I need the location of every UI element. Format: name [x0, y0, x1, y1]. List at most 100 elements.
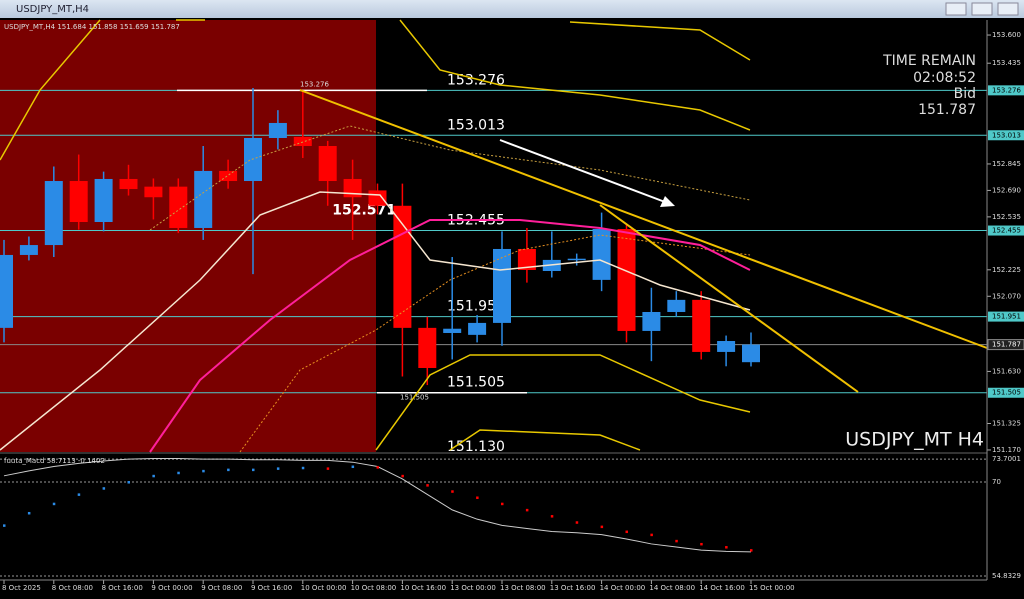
minimize-button[interactable] — [945, 2, 967, 16]
title-bar — [0, 0, 1024, 18]
x-tick-label: 10 Oct 16:00 — [400, 584, 446, 592]
bid-label: Bid — [954, 86, 976, 102]
x-tick-label: 13 Oct 08:00 — [500, 584, 546, 592]
level-label: 151.505 — [447, 375, 505, 391]
osc-dot — [301, 466, 305, 470]
x-tick-label: 14 Oct 08:00 — [649, 584, 695, 592]
chart-header: USDJPY_MT,H4 151.684 151.858 151.659 151… — [4, 23, 180, 31]
osc-dot — [227, 468, 230, 472]
y-tick-label: 153.435 — [992, 59, 1021, 67]
osc-dot — [451, 490, 454, 493]
osc-dot — [750, 549, 753, 552]
candle-body — [194, 170, 213, 228]
level-tag — [988, 130, 1024, 141]
candle-body — [642, 311, 661, 331]
osc-dot — [575, 521, 579, 524]
osc-dot — [127, 481, 130, 484]
osc-dot — [550, 515, 554, 518]
osc-dot — [650, 533, 653, 537]
osc-dot — [376, 466, 379, 469]
x-tick-label: 13 Oct 16:00 — [550, 584, 596, 592]
close-button[interactable] — [997, 2, 1019, 16]
candle-body — [169, 186, 188, 228]
osc-dot — [625, 530, 628, 534]
candle-body — [567, 258, 586, 261]
x-tick-label: 9 Oct 08:00 — [201, 584, 242, 592]
candle-body — [144, 186, 163, 198]
y-tick-label: 152.690 — [992, 186, 1021, 194]
osc-dot — [426, 484, 429, 487]
y-tick-label: 152.225 — [992, 266, 1021, 274]
osc-dot — [52, 502, 56, 506]
x-tick-label: 14 Oct 00:00 — [600, 584, 646, 592]
level-tag — [988, 225, 1024, 236]
candle-body — [219, 170, 238, 182]
osc-dot — [401, 474, 404, 478]
y-tick-label: 151.325 — [992, 419, 1021, 427]
y-tick-label: 152.070 — [992, 292, 1021, 300]
y-tick-label: 152.845 — [992, 160, 1021, 168]
x-tick-label: 15 Oct 00:00 — [749, 584, 795, 592]
y-tick-label: 151.630 — [992, 367, 1021, 375]
candle-body — [717, 341, 736, 352]
x-tick-label: 14 Oct 16:00 — [699, 584, 745, 592]
x-tick-label: 9 Oct 16:00 — [251, 584, 292, 592]
bid-value: 151.787 — [918, 102, 976, 118]
osc-dot — [276, 467, 280, 470]
x-tick-label: 8 Oct 08:00 — [52, 584, 93, 592]
candle-body — [493, 248, 511, 323]
x-tick-label: 10 Oct 00:00 — [301, 584, 347, 592]
maximize-button[interactable] — [971, 2, 993, 16]
candle-body — [667, 299, 686, 312]
candle-body — [69, 181, 88, 222]
candle-body — [468, 322, 487, 335]
level-tag — [988, 311, 1024, 322]
osc-dot — [102, 487, 106, 490]
osc-dot — [476, 496, 479, 499]
y-tick-label: 151.170 — [992, 446, 1021, 454]
level-tag-label: 151.951 — [992, 313, 1021, 321]
time-remain-label: TIME REMAIN — [882, 53, 976, 69]
level-label: 153.276 — [447, 72, 505, 88]
bid-tag — [987, 339, 1024, 351]
level-tag-label: 151.505 — [992, 389, 1021, 397]
candle-body — [19, 245, 38, 255]
y-tick-label: 152.535 — [992, 213, 1021, 221]
indicators — [0, 19, 988, 453]
osc-dot — [252, 468, 255, 472]
candle-body — [592, 228, 611, 280]
candle-body — [44, 181, 63, 246]
candle-body — [0, 254, 13, 328]
osc-dot — [177, 471, 180, 475]
candle-body — [368, 190, 387, 206]
candle-body — [692, 299, 711, 352]
candle-body — [119, 178, 138, 190]
x-tick-label: 10 Oct 08:00 — [351, 584, 397, 592]
osc-dot — [600, 525, 604, 529]
level-tag-label: 153.013 — [992, 131, 1021, 139]
level-label: 151.951 — [447, 299, 505, 315]
osc-dot — [152, 474, 155, 478]
candle-body — [268, 122, 287, 138]
candle-body — [418, 327, 437, 368]
symbol-label: USDJPY_MT H4 — [845, 429, 984, 451]
annotation: 152.571 — [332, 203, 396, 219]
x-tick-label: 8 Oct 16:00 — [102, 584, 143, 592]
osc-dot — [326, 467, 330, 470]
osc-tick-label: 70 — [992, 478, 1001, 486]
osc-tick-label: 73.7001 — [992, 455, 1021, 463]
osc-dot — [700, 542, 703, 546]
x-tick-label: 8 Oct 2025 — [2, 584, 41, 592]
osc-dot — [77, 493, 81, 496]
candle-body — [94, 178, 113, 222]
osc-dot — [202, 469, 205, 473]
candle-body — [742, 344, 760, 363]
y-tick-label: 153.600 — [992, 31, 1021, 39]
osc-dot — [3, 524, 6, 527]
level-tag — [988, 387, 1024, 398]
level-small-label: 153.276 — [300, 80, 329, 88]
price-chart: 153.600 153.435 152.845 152.690 152.535 152.2… — [0, 31, 1024, 592]
level-tag — [988, 85, 1024, 96]
osc-dot — [501, 502, 504, 506]
